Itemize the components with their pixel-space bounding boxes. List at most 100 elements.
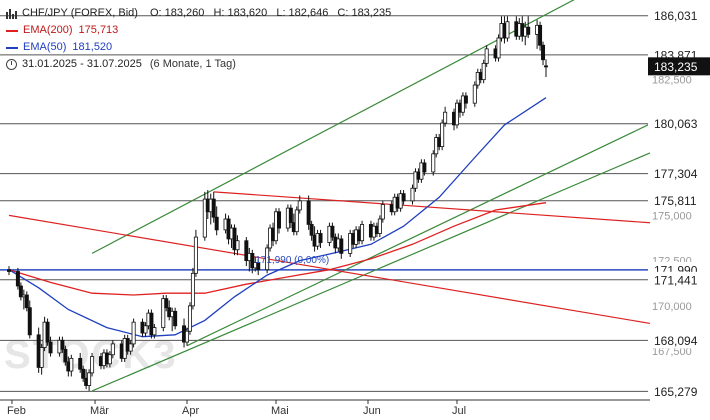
candle-body-down	[422, 162, 427, 173]
candle-body-up	[202, 198, 207, 238]
candle	[481, 59, 486, 84]
candle-body-up	[39, 347, 44, 368]
candle	[235, 235, 240, 256]
ema50-value: 181,520	[72, 41, 113, 53]
candle-body-up	[152, 327, 157, 336]
ohlc-values: O: 183,260 H: 183,620 L: 182,646 C: 183,…	[150, 5, 397, 22]
candle	[69, 354, 74, 377]
candle	[250, 249, 255, 274]
price-level-badge	[648, 271, 710, 288]
candle-body-up	[107, 354, 112, 365]
legend-ema50[interactable]: EMA(50) 181,520	[6, 39, 397, 56]
candle	[318, 229, 323, 248]
candle-body-down	[339, 238, 344, 254]
ema200-label: EMA(200)	[23, 24, 73, 36]
candle-body-up	[110, 343, 115, 356]
candle	[143, 322, 148, 337]
ema50-line	[8, 97, 547, 338]
candle	[45, 318, 50, 346]
candle-body-down	[45, 321, 50, 343]
x-tick-label: Mai	[271, 405, 289, 417]
candle	[306, 195, 311, 230]
ema200-line	[8, 202, 547, 296]
candle	[81, 365, 86, 382]
candle-body-down	[18, 285, 23, 298]
legend-ema200[interactable]: EMA(200) 175,713	[6, 22, 397, 39]
price-level-label: 165,279	[654, 385, 698, 399]
x-tick-label: Mär	[90, 405, 109, 417]
candle	[185, 327, 190, 346]
candle	[339, 235, 344, 259]
candle-body-up	[413, 171, 418, 189]
candle	[193, 229, 198, 277]
candle	[24, 291, 29, 312]
candle	[276, 208, 281, 234]
candle-body-down	[27, 307, 32, 336]
x-tick-label: Feb	[7, 405, 26, 417]
close-value: C: 183,235	[337, 7, 392, 19]
candle-body-down	[276, 211, 281, 229]
candle	[541, 41, 546, 66]
price-level-label: 180,063	[654, 117, 698, 131]
ema50-swatch	[6, 46, 18, 49]
trendline	[213, 191, 651, 224]
candle	[288, 204, 293, 229]
candle	[128, 340, 133, 355]
candle-body-up	[377, 218, 382, 234]
candle-body-down	[306, 200, 311, 225]
low-value: L: 182,646	[276, 7, 329, 19]
candle	[401, 190, 406, 205]
candle	[161, 295, 166, 332]
candle-body-down	[250, 252, 255, 269]
candle	[87, 369, 92, 391]
candle-body-up	[235, 240, 240, 251]
candle-body-up	[131, 321, 136, 345]
x-tick-label: Jun	[363, 405, 381, 417]
candle-body-down	[318, 233, 323, 243]
candle	[544, 59, 549, 77]
candle-body-up	[187, 305, 192, 332]
candle	[377, 215, 382, 238]
ema-layer	[8, 97, 547, 338]
price-level-label: 168,094	[654, 334, 698, 348]
price-level-badge	[648, 165, 710, 182]
candle-body-up	[193, 236, 198, 274]
chart-header: CHF/JPY (FOREX, Bid) O: 183,260 H: 183,6…	[6, 5, 397, 73]
candle-body-up	[472, 84, 477, 104]
date-range: 31.01.2025 - 31.07.2025	[22, 58, 142, 70]
price-level-label: 171,441	[654, 273, 698, 287]
candle-body-up	[90, 356, 95, 374]
candle-body-down	[211, 198, 216, 218]
candle-body-up	[360, 224, 365, 242]
candle-body-up	[496, 37, 501, 59]
candle-body-down	[544, 65, 549, 68]
high-value: H: 183,620	[213, 7, 268, 19]
candle	[431, 150, 436, 176]
candle	[380, 200, 385, 223]
candle-body-up	[454, 102, 459, 126]
candle	[244, 237, 249, 267]
candle-body-up	[69, 357, 74, 372]
candle-body-up	[460, 95, 465, 113]
candle-body-up	[265, 247, 270, 271]
candle	[360, 220, 365, 245]
y-tick-label: 170,000	[652, 301, 692, 313]
candle	[202, 191, 207, 241]
trendline	[91, 152, 651, 392]
candle-body-down	[60, 339, 65, 350]
price-level-badges: 186,031183,871180,063177,304175,811171,9…	[648, 7, 710, 400]
candle-body-down	[256, 262, 261, 271]
x-tick-label: Apr	[182, 405, 199, 417]
candle	[297, 195, 302, 214]
candle-body-down	[164, 298, 169, 309]
y-tick-label: 182,500	[652, 75, 692, 87]
ema50-label: EMA(50)	[23, 41, 67, 53]
candle	[505, 16, 510, 42]
candle-body-up	[294, 209, 299, 233]
candle	[484, 45, 489, 67]
candle-body-down	[7, 269, 12, 272]
candle	[187, 302, 192, 335]
candle	[214, 206, 219, 236]
